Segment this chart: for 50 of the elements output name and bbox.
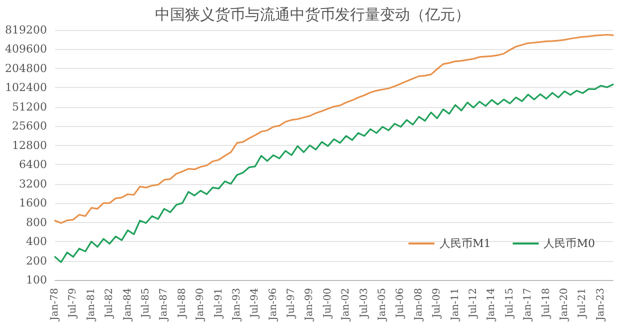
x-tick-label: Jul-21 bbox=[577, 288, 588, 319]
x-tick-label: Jan-93 bbox=[231, 288, 242, 322]
x-tick-label: Jan-87 bbox=[158, 288, 170, 322]
x-tick-label: Jul-03 bbox=[358, 288, 370, 319]
y-tick-label: 409600 bbox=[5, 42, 47, 56]
x-tick-label: Jul-00 bbox=[322, 288, 334, 319]
y-tick-label: 12800 bbox=[12, 138, 47, 152]
x-tick-label: Jan-81 bbox=[86, 288, 97, 322]
x-tick-label: Jan-90 bbox=[195, 288, 206, 322]
x-tick-label: Jul-91 bbox=[213, 288, 224, 319]
x-tick-label: Jul-79 bbox=[68, 288, 79, 319]
line-series bbox=[54, 34, 614, 224]
x-tick-label: Jul-18 bbox=[540, 288, 552, 319]
x-tick-label: Jul-15 bbox=[504, 288, 516, 319]
x-tick-label: Jan-84 bbox=[122, 288, 134, 322]
y-tick-label: 1600 bbox=[19, 196, 47, 210]
x-tick-label: Jul-94 bbox=[250, 288, 261, 319]
x-tick-label: Jul-06 bbox=[395, 288, 406, 319]
x-tick-label: Jan-14 bbox=[486, 288, 498, 322]
y-tick-label: 204800 bbox=[5, 62, 47, 75]
y-tick-label: 102400 bbox=[5, 81, 47, 94]
x-tick-label: Jan-78 bbox=[50, 288, 60, 322]
y-tick-label: 200 bbox=[26, 254, 47, 268]
x-tick-label: Jul-97 bbox=[286, 288, 298, 319]
y-tick-label: 100 bbox=[26, 274, 47, 286]
y-tick-label: 400 bbox=[26, 235, 47, 248]
line-series bbox=[54, 84, 614, 263]
legend-label: 人民币M0 bbox=[544, 237, 596, 250]
x-tick-label: Jan-11 bbox=[450, 288, 461, 322]
x-tick-label: Jan-23 bbox=[595, 288, 606, 322]
y-tick-label: 51200 bbox=[12, 100, 47, 114]
x-tick-label: Jul-09 bbox=[432, 288, 443, 319]
x-tick-label: Jul-82 bbox=[104, 288, 116, 319]
x-tick-label: Jan-05 bbox=[377, 288, 388, 322]
y-tick-label: 6400 bbox=[19, 158, 47, 172]
x-tick-label: Jul-12 bbox=[468, 288, 479, 319]
legend-label: 人民币M1 bbox=[439, 237, 491, 250]
x-tick-label: Jan-96 bbox=[268, 288, 279, 322]
x-tick-label: Jul-88 bbox=[176, 288, 188, 319]
y-tick-label: 800 bbox=[26, 216, 47, 229]
chart-title: 中国狭义货币与流通中货币发行量变动（亿元） bbox=[155, 6, 470, 24]
y-tick-label: 25600 bbox=[12, 120, 47, 133]
x-tick-label: Jan-02 bbox=[340, 288, 352, 322]
x-tick-label: Jan-20 bbox=[558, 288, 570, 322]
x-tick-label: Jan-17 bbox=[522, 288, 534, 322]
x-tick-label: Jan-99 bbox=[304, 288, 316, 322]
y-tick-label: 3200 bbox=[19, 177, 47, 190]
x-tick-label: Jul-85 bbox=[140, 288, 152, 319]
y-tick-label: 819200 bbox=[5, 24, 47, 36]
x-tick-label: Jan-08 bbox=[413, 288, 424, 322]
